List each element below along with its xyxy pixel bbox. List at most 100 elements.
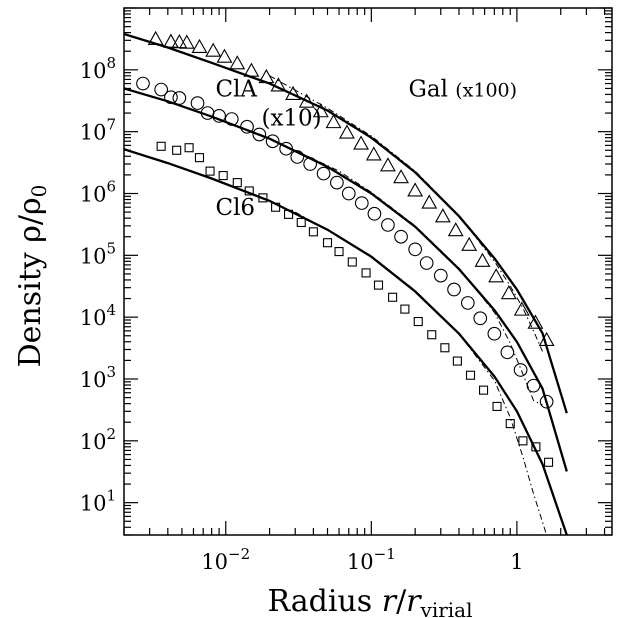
square-marker xyxy=(388,292,398,302)
square-marker xyxy=(427,330,437,340)
circle-marker xyxy=(513,363,528,377)
triangle-marker xyxy=(474,252,491,267)
square-marker xyxy=(347,257,357,267)
y-tick-labels: 101 102 103 104 105 106 107 108 xyxy=(80,54,116,516)
circle-marker xyxy=(136,76,150,91)
square-marker xyxy=(505,419,515,429)
circle-marker xyxy=(265,134,280,149)
circle-marker xyxy=(279,141,294,156)
triangle-marker xyxy=(171,34,188,49)
square-marker xyxy=(156,141,166,151)
cla-scale-label: (x10) xyxy=(261,105,321,131)
square-marker xyxy=(172,145,182,155)
circle-marker xyxy=(212,109,226,123)
circle-marker xyxy=(433,268,448,283)
square-marker xyxy=(244,186,254,196)
y-tick-label: 108 xyxy=(80,54,116,83)
y-tick-label: 101 xyxy=(80,487,116,516)
square-marker xyxy=(492,401,502,411)
x-tick-label: 1 xyxy=(510,550,523,574)
circle-marker xyxy=(341,186,356,201)
triangle-marker xyxy=(258,68,275,84)
triangle-marker xyxy=(527,314,544,329)
circle-marker xyxy=(394,229,408,244)
square-marker xyxy=(544,457,554,467)
triangle-marker xyxy=(162,33,179,48)
square-marker xyxy=(452,356,462,366)
circle-marker xyxy=(224,112,239,126)
circle-marker xyxy=(303,157,318,171)
square-marker xyxy=(205,166,215,176)
triangle-marker xyxy=(421,194,438,209)
triangle-marker xyxy=(353,135,369,150)
square-marker xyxy=(308,227,318,237)
model-curve-dashdot xyxy=(269,75,543,352)
x-tick-label: 10−1 xyxy=(347,545,396,574)
triangle-marker xyxy=(312,103,329,118)
triangle-marker xyxy=(229,55,246,70)
x-axis-label: Radius r/rvirial xyxy=(267,584,472,618)
square-marker xyxy=(194,153,205,163)
triangle-marker xyxy=(447,222,464,237)
triangle-marker xyxy=(538,331,555,347)
y-tick-label: 102 xyxy=(80,425,116,454)
circle-marker xyxy=(381,218,395,232)
triangle-marker xyxy=(488,268,505,283)
y-tick-label: 104 xyxy=(80,301,116,330)
triangle-marker xyxy=(270,77,287,92)
square-marker xyxy=(400,304,410,314)
triangle-marker xyxy=(407,182,424,197)
y-tick-label: 105 xyxy=(80,239,116,268)
square-marker xyxy=(218,171,228,181)
y-tick-label: 103 xyxy=(80,363,116,392)
model-curve-dashdot xyxy=(294,211,548,535)
square-marker xyxy=(531,442,541,452)
plot-frame xyxy=(123,7,613,536)
model-curve-solid xyxy=(124,148,568,535)
square-marker xyxy=(232,178,242,188)
triangle-marker xyxy=(298,93,315,108)
triangle-marker xyxy=(285,85,302,100)
circle-marker xyxy=(487,326,502,341)
triangle-marker xyxy=(339,124,355,139)
model-curve-dashdot xyxy=(294,149,543,406)
model-curve-solid xyxy=(124,32,568,414)
triangle-marker xyxy=(147,30,164,46)
circle-marker xyxy=(473,311,488,326)
triangle-marker xyxy=(216,48,233,63)
x-tick-label: 10−2 xyxy=(201,545,250,574)
triangle-marker xyxy=(243,62,260,77)
circle-marker xyxy=(240,119,254,134)
circle-marker xyxy=(252,127,267,142)
square-marker xyxy=(258,193,268,203)
triangle-marker xyxy=(205,42,222,57)
square-marker xyxy=(518,436,528,446)
x-tick-labels: 10−2 10−1 1 xyxy=(201,545,523,574)
square-marker xyxy=(361,268,371,278)
y-axis-label: Density ρ/ρ0 xyxy=(13,185,51,368)
triangle-marker xyxy=(434,208,451,223)
circle-marker xyxy=(539,394,554,409)
triangle-marker xyxy=(393,169,409,184)
circle-marker xyxy=(290,150,305,164)
square-marker xyxy=(413,316,423,327)
cla-label: ClA xyxy=(215,76,257,102)
circle-marker xyxy=(419,256,434,270)
triangle-marker xyxy=(500,285,517,300)
square-marker xyxy=(271,202,281,212)
circle-marker xyxy=(190,96,205,110)
square-marker xyxy=(284,209,294,219)
circle-marker xyxy=(408,242,423,257)
triangle-marker xyxy=(365,146,382,161)
model-curves xyxy=(124,32,568,535)
square-marker xyxy=(440,343,450,353)
square-marker xyxy=(184,143,194,153)
gal-label: Gal (x100) xyxy=(408,76,517,102)
square-marker xyxy=(322,238,333,248)
circle-marker xyxy=(316,166,331,181)
circle-marker xyxy=(367,206,382,221)
data-markers xyxy=(136,30,555,467)
y-tick-label: 107 xyxy=(80,116,116,145)
circle-marker xyxy=(330,175,344,190)
